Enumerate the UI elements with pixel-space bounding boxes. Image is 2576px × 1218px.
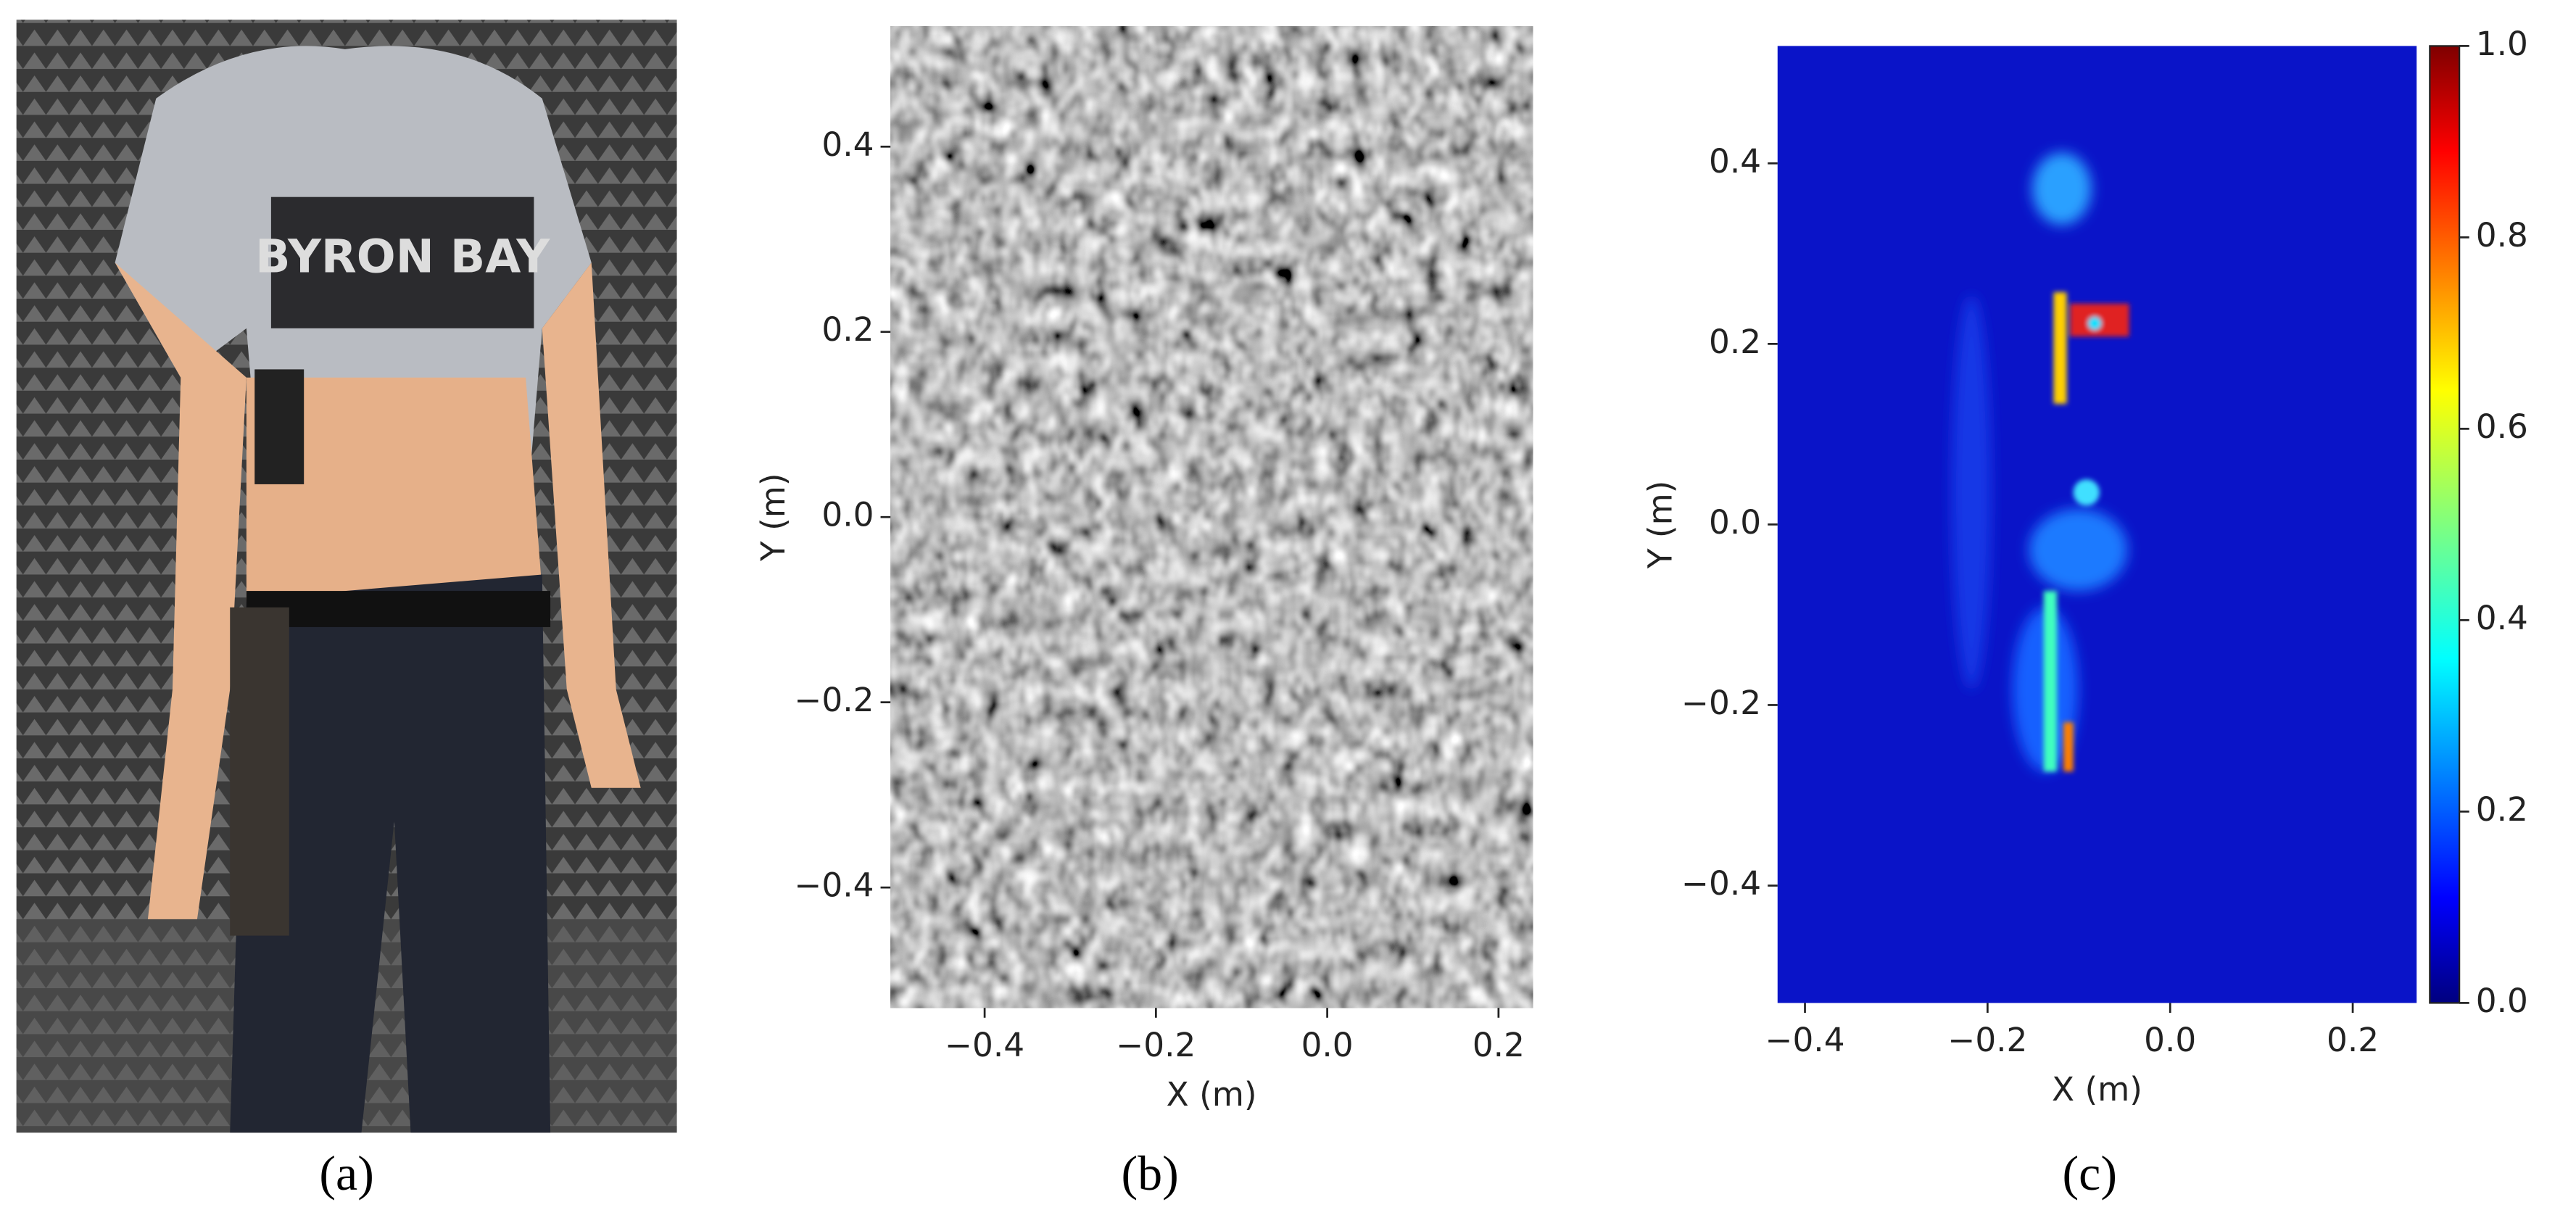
colorbar-tick-label: 0.8 — [2476, 216, 2528, 254]
x-tick-label: 0.0 — [1301, 1026, 1354, 1064]
y-axis-label: Y (m) — [754, 473, 792, 561]
x-tick-label: −0.4 — [945, 1026, 1024, 1064]
colorbar-tick-label: 0.6 — [2476, 407, 2528, 446]
photo: BYRON BAY — [16, 20, 677, 1133]
y-tick-label: 0.2 — [821, 310, 874, 349]
x-tick-label: −0.2 — [1116, 1026, 1196, 1064]
x-tick-label: 0.0 — [2144, 1021, 2196, 1059]
heatmap-image — [1777, 46, 2417, 1003]
colorbar-tick-label: 1.0 — [2476, 25, 2528, 63]
y-tick-label: −0.2 — [794, 681, 874, 719]
panel-label: (c) — [2063, 1146, 2117, 1201]
grayscale-image — [890, 26, 1533, 1008]
x-tick-label: −0.4 — [1765, 1021, 1845, 1059]
photo-text: BYRON BAY — [255, 229, 550, 283]
y-tick-label: 0.4 — [1709, 142, 1761, 181]
x-tick-label: 0.2 — [2327, 1021, 2379, 1059]
x-tick-label: −0.2 — [1947, 1021, 2027, 1059]
x-tick-label: 0.2 — [1473, 1026, 1525, 1064]
y-tick-label: −0.4 — [1681, 864, 1761, 903]
y-tick-label: 0.0 — [821, 496, 874, 534]
y-tick-label: 0.4 — [821, 125, 874, 164]
colorbar-tick-label: 0.0 — [2476, 982, 2528, 1020]
y-axis-label: Y (m) — [1641, 481, 1680, 569]
colorbar-tick-label: 0.2 — [2476, 790, 2528, 829]
y-tick-label: 0.2 — [1709, 323, 1761, 361]
panel-label: (a) — [319, 1146, 373, 1201]
y-tick-label: 0.0 — [1709, 503, 1761, 542]
colorbar — [2429, 45, 2461, 1004]
x-axis-label: X (m) — [1167, 1075, 1257, 1114]
y-tick-label: −0.2 — [1681, 684, 1761, 722]
colorbar-tick-label: 0.4 — [2476, 599, 2528, 637]
y-tick-label: −0.4 — [794, 866, 874, 905]
x-axis-label: X (m) — [2052, 1070, 2142, 1109]
panel-label: (b) — [1122, 1146, 1179, 1201]
